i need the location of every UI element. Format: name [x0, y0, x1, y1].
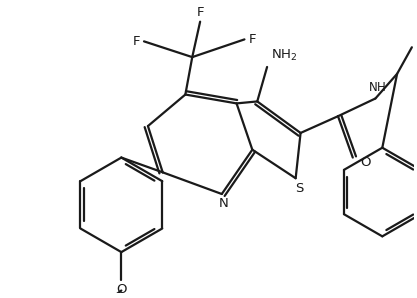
Text: H: H	[377, 80, 385, 94]
Text: F: F	[249, 33, 256, 46]
Text: O: O	[116, 283, 127, 296]
Text: S: S	[295, 181, 304, 195]
Text: O: O	[361, 156, 371, 169]
Text: F: F	[133, 35, 140, 48]
Text: F: F	[196, 6, 204, 19]
Text: N: N	[369, 80, 377, 94]
Text: N: N	[219, 197, 229, 210]
Text: NH$_2$: NH$_2$	[271, 48, 297, 63]
